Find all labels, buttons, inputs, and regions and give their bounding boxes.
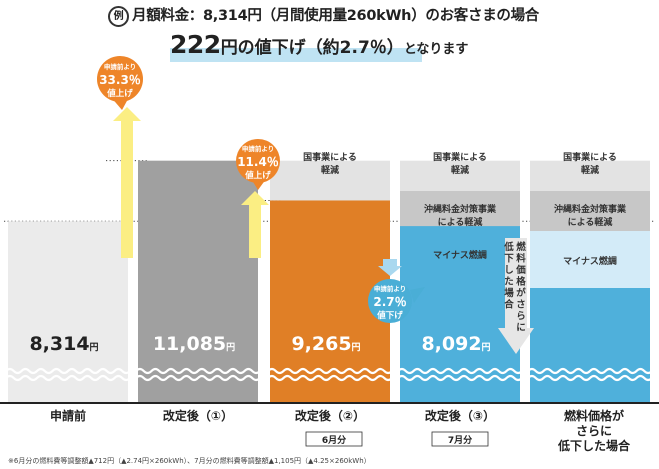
category-label-4: 燃料価格が <box>564 408 624 423</box>
side-arrow <box>498 238 534 354</box>
segment-label-national-2: 軽減 <box>321 164 339 176</box>
segment-label-okinawa-3: 沖縄料金対策事業 <box>424 203 497 215</box>
side-arrow-char: し <box>504 265 514 276</box>
segment-okinawa-relief-3 <box>400 191 520 231</box>
header-suffix: となります <box>403 42 469 57</box>
wave-bottom-2 <box>267 374 393 382</box>
example-mark: 例 <box>108 6 129 27</box>
callout-circle-1 <box>236 139 280 183</box>
callout-text-direction-0: 値上げ <box>106 88 133 99</box>
wave-top-0 <box>5 367 131 375</box>
side-arrow-char: 場 <box>504 287 514 299</box>
category-label-1: 改定後（①） <box>163 408 233 423</box>
value-label-0: 8,314円 <box>29 333 98 355</box>
side-arrow-char: さ <box>516 300 526 311</box>
callout-text-small-0: 申請前より <box>104 62 136 71</box>
value-label-2: 9,265円 <box>291 333 360 355</box>
category-label-0: 申請前 <box>50 408 86 423</box>
header-line-1-text: 月額料金：8,314円（月間使用量260kWh）のお客さまの場合 <box>132 8 539 24</box>
value-unit: 円 <box>482 342 491 353</box>
segment-label-okinawa-5: 沖縄料金対策事業 <box>554 203 627 215</box>
value-label-1: 11,085円 <box>153 333 235 355</box>
side-arrow-char: ら <box>516 311 526 322</box>
callout-circle-2 <box>368 279 412 323</box>
sublabel-3: 7月分 <box>448 434 472 446</box>
side-arrow-char: 合 <box>504 299 514 311</box>
category-label-4: 低下した場合 <box>557 438 631 453</box>
side-arrow-char: 料 <box>516 253 526 265</box>
segment-label-national-5: 国事業による <box>563 151 617 163</box>
callout-text-small-1: 申請前より <box>242 144 274 153</box>
callout-percent-2: 2.7％ <box>373 295 406 309</box>
segment-label-minus-fuel-3: マイナス燃調 <box>433 249 487 261</box>
side-arrow-char: に <box>516 323 526 334</box>
segment-label-national-5: 軽減 <box>581 164 599 176</box>
wave-bottom-0 <box>5 374 131 382</box>
callout-percent-1: 11.4％ <box>237 155 279 169</box>
decrease-arrow <box>378 259 402 276</box>
callout-text-direction-2: 値下げ <box>376 310 403 321</box>
segment-label-okinawa-5: による軽減 <box>568 216 613 228</box>
header-line-2: 222円の値下げ（約2.7％）となります <box>170 30 530 66</box>
side-arrow-char: 価 <box>515 264 526 276</box>
bar-kaitei3 <box>400 226 520 403</box>
header-unit: 円の値下げ <box>220 38 306 58</box>
segment-minus-fuel-5 <box>530 231 650 288</box>
side-arrow-char: 下 <box>504 254 514 265</box>
side-arrow-char: 燃 <box>516 241 526 253</box>
value-label-3: 8,092円 <box>421 333 490 355</box>
sublabel-box-2 <box>305 431 363 447</box>
header-highlight <box>170 48 422 62</box>
side-arrow-char: た <box>504 277 514 288</box>
callout-percent-0: 33.3％ <box>99 73 141 87</box>
bar-further-lowered <box>530 288 650 403</box>
sublabel-box-3 <box>431 431 489 447</box>
side-arrow-char: が <box>516 287 526 299</box>
header-line-1: 例月額料金：8,314円（月間使用量260kWh）のお客さまの場合 <box>108 4 578 27</box>
wave-top-1 <box>135 367 261 375</box>
value-unit: 円 <box>226 342 235 353</box>
category-label-3: 改定後（③） <box>425 408 495 423</box>
value-unit: 円 <box>352 342 361 353</box>
wave-top-2 <box>267 367 393 375</box>
wave-bottom-3 <box>397 374 523 382</box>
segment-label-minus-fuel-5: マイナス燃調 <box>563 255 617 267</box>
callout-circle-0 <box>97 56 143 102</box>
category-label-2: 改定後（②） <box>295 408 365 423</box>
sublabel-2: 6月分 <box>322 434 346 446</box>
segment-national-relief-3 <box>400 160 520 191</box>
increase-arrow-2 <box>241 191 269 258</box>
segment-national-relief-5 <box>530 160 650 191</box>
segment-label-national-3: 軽減 <box>451 164 469 176</box>
value-unit: 円 <box>90 342 99 353</box>
segment-label-national-2: 国事業による <box>303 151 357 163</box>
header-percent: （約2.7％） <box>305 38 404 58</box>
wave-top-4 <box>527 367 653 375</box>
category-label-4: さらに <box>576 424 612 438</box>
side-arrow-char: 低 <box>503 241 514 253</box>
bar-kaitei1 <box>138 160 258 403</box>
callout-text-direction-1: 値上げ <box>244 170 271 181</box>
wave-bottom-4 <box>527 374 653 382</box>
wave-top-3 <box>397 367 523 375</box>
callout-tail-2 <box>410 287 425 303</box>
segment-okinawa-relief-5 <box>530 191 650 231</box>
segment-national-relief-2 <box>270 160 390 201</box>
callout-text-small-2: 申請前より <box>374 284 406 293</box>
increase-arrow-1 <box>113 107 141 258</box>
side-arrow-char: 格 <box>516 276 526 288</box>
footnote: ※6月分の燃料費等調整額▲712円（▲2.74円×260kWh）、7月分の燃料費… <box>8 457 371 465</box>
header-amount: 222 <box>170 30 221 59</box>
wave-bottom-1 <box>135 374 261 382</box>
segment-label-national-3: 国事業による <box>433 151 487 163</box>
segment-label-okinawa-3: による軽減 <box>438 216 483 228</box>
